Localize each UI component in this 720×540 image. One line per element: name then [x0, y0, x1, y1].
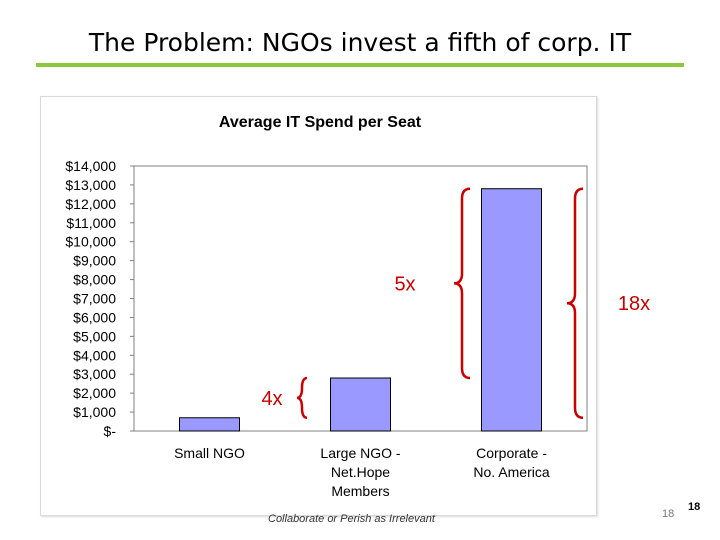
x-category-label: Members	[331, 483, 389, 499]
y-tick-label: $3,000	[73, 366, 116, 382]
bar	[179, 417, 240, 432]
y-tick-label: $4,000	[73, 347, 116, 363]
y-tick-label: $13,000	[65, 177, 116, 193]
y-tick-label: $7,000	[73, 291, 116, 307]
slide-title: The Problem: NGOs invest a fifth of corp…	[88, 28, 632, 57]
y-tick-label: $6,000	[73, 309, 116, 325]
y-tick-label: $8,000	[73, 272, 116, 288]
y-tick-label: $9,000	[73, 253, 116, 269]
x-category-label: No. America	[473, 464, 549, 480]
x-category-label: Small NGO	[174, 445, 245, 461]
y-tick-label: $10,000	[65, 234, 116, 250]
brace-annotation	[296, 376, 308, 419]
y-tick-label: $2,000	[73, 385, 116, 401]
chart-title: Average IT Spend per Seat	[219, 114, 422, 131]
y-tick-label: $1,000	[73, 404, 116, 420]
ratio-label: 18x	[618, 293, 650, 315]
bar	[481, 188, 542, 432]
y-tick-label: $12,000	[65, 196, 116, 212]
footer-text: Collaborate or Perish as Irrelevant	[268, 513, 435, 525]
page-number-large: 18	[688, 501, 701, 513]
brace-annotation	[566, 187, 584, 419]
y-tick-label: $-	[104, 423, 117, 439]
title-underline	[36, 63, 684, 67]
x-category-label: Corporate -	[476, 445, 547, 461]
bar	[330, 377, 391, 432]
x-category-label: Net.Hope	[331, 464, 390, 480]
x-category-label: Large NGO -	[320, 445, 400, 461]
y-tick-label: $5,000	[73, 328, 116, 344]
ratio-label: 5x	[394, 273, 415, 295]
page-number-small: 18	[662, 508, 675, 520]
y-tick-label: $11,000	[66, 215, 116, 231]
y-tick-label: $14,000	[65, 158, 116, 174]
ratio-label: 4x	[261, 388, 282, 410]
brace-annotation	[453, 187, 471, 380]
